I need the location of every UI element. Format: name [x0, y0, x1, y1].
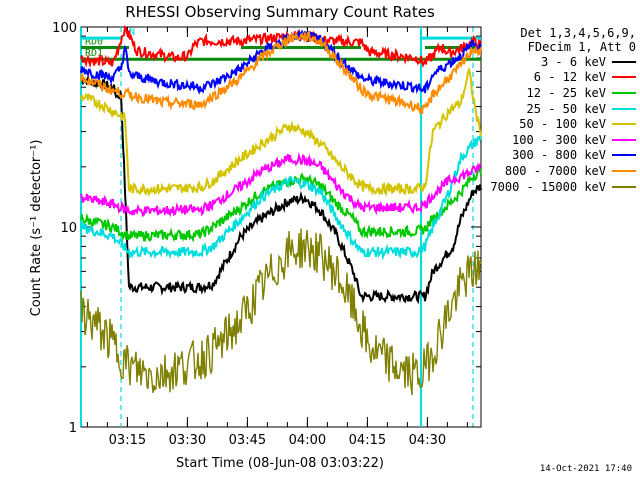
- y-tick-label: 100: [52, 21, 77, 36]
- x-tick-label: 03:30: [169, 433, 206, 448]
- legend-label: 25 - 50 keV: [526, 101, 606, 116]
- flag-label: RD1: [85, 48, 103, 59]
- x-tick-label: 03:15: [109, 433, 146, 448]
- legend-entry: 800 - 7000 keV: [478, 163, 636, 179]
- legend-entry: 25 - 50 keV: [478, 101, 636, 117]
- legend-entry: 6 - 12 keV: [478, 70, 636, 86]
- legend-label: 3 - 6 keV: [540, 54, 606, 69]
- series-line-300-800-kev: [80, 28, 482, 96]
- x-tick-label: 04:00: [289, 433, 326, 448]
- legend-header-line: Det 1,3,4,5,6,9,: [520, 26, 636, 40]
- legend-swatch: [612, 185, 636, 188]
- chart-title: RHESSI Observing Summary Count Rates: [125, 3, 435, 21]
- legend-label: 50 - 100 keV: [519, 117, 606, 132]
- legend-swatch: [612, 123, 636, 126]
- legend-label: 100 - 300 keV: [512, 132, 606, 147]
- legend: Det 1,3,4,5,6,9, FDecim 1, Att 0 3 - 6 k…: [478, 26, 636, 194]
- legend-swatch: [612, 138, 636, 141]
- x-tick-label: 04:15: [349, 433, 386, 448]
- flag-label: N: [129, 27, 135, 38]
- series-line-12-25-kev: [80, 167, 482, 243]
- legend-swatch: [612, 169, 636, 172]
- legend-label: 6 - 12 keV: [533, 70, 606, 85]
- flag-label: RD0: [85, 36, 103, 47]
- series-line-50-100-kev: [80, 66, 482, 197]
- plot-area: 1 10 100 03:15 03:30 03:45 04:00 04:15 04:30 RD0R…: [52, 21, 482, 448]
- legend-swatch: [612, 107, 636, 110]
- series-line-100-300-kev: [80, 152, 482, 218]
- legend-label: 7000 - 15000 keV: [490, 179, 606, 194]
- legend-swatch: [612, 154, 636, 157]
- legend-entry: 12 - 25 keV: [478, 85, 636, 101]
- footer-timestamp: 14-Oct-2021 17:40: [539, 464, 632, 474]
- legend-label: 12 - 25 keV: [526, 85, 606, 100]
- legend-swatch: [612, 76, 636, 79]
- series-line-800-7000-kev: [80, 31, 482, 116]
- series-line-25-50-kev: [80, 135, 482, 261]
- x-axis-label: Start Time (08-Jun-08 03:03:22): [176, 456, 384, 471]
- y-tick-label: 10: [60, 221, 77, 236]
- y-axis-label: Count Rate (s⁻¹ detector⁻¹): [29, 140, 44, 317]
- legend-header-line: FDecim 1, Att 0: [527, 40, 636, 54]
- series-line-6-12-kev: [80, 25, 482, 69]
- series-line-3-6-kev: [80, 76, 482, 305]
- legend-entry: 300 - 800 keV: [478, 148, 636, 164]
- y-tick-label: 1: [69, 421, 77, 436]
- legend-entry: 7000 - 15000 keV: [478, 179, 636, 195]
- series-line-7000-15000-kev: [80, 228, 482, 396]
- legend-swatch: [612, 60, 636, 63]
- legend-swatch: [612, 91, 636, 94]
- legend-entry: 100 - 300 keV: [478, 132, 636, 148]
- legend-label: 300 - 800 keV: [512, 148, 606, 163]
- x-tick-label: 03:45: [229, 433, 266, 448]
- legend-entry: 50 - 100 keV: [478, 116, 636, 132]
- legend-entry: 3 - 6 keV: [478, 54, 636, 70]
- legend-label: 800 - 7000 keV: [504, 163, 606, 178]
- x-tick-label: 04:30: [409, 433, 446, 448]
